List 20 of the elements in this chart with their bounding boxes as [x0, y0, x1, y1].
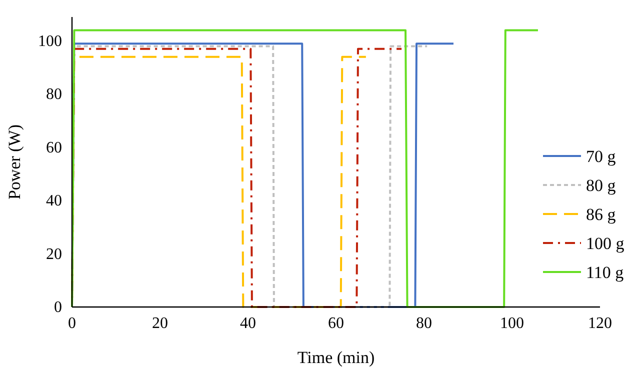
- x-tick-label: 0: [68, 315, 76, 332]
- y-tick-label: 40: [46, 192, 62, 210]
- y-tick-label: 20: [46, 246, 62, 263]
- x-tick-label: 80: [416, 315, 432, 332]
- y-tick-label: 80: [46, 86, 62, 104]
- x-tick-label: 120: [588, 315, 612, 332]
- y-tick-label: 100: [38, 32, 62, 50]
- x-tick-label: 100: [500, 315, 524, 332]
- legend-label: 100 g: [586, 234, 625, 253]
- y-tick-label: 0: [54, 299, 62, 316]
- legend-label: 80 g: [586, 176, 616, 195]
- x-tick-label: 40: [240, 315, 256, 332]
- legend-label: 86 g: [586, 205, 616, 224]
- x-axis-title: Time (min): [297, 348, 375, 367]
- y-tick-label: 60: [46, 139, 62, 156]
- legend-label: 110 g: [586, 263, 624, 282]
- legend-label: 70 g: [586, 147, 616, 166]
- x-tick-label: 60: [328, 315, 344, 332]
- y-axis-title: Power (W): [5, 124, 24, 200]
- x-tick-label: 20: [152, 315, 168, 332]
